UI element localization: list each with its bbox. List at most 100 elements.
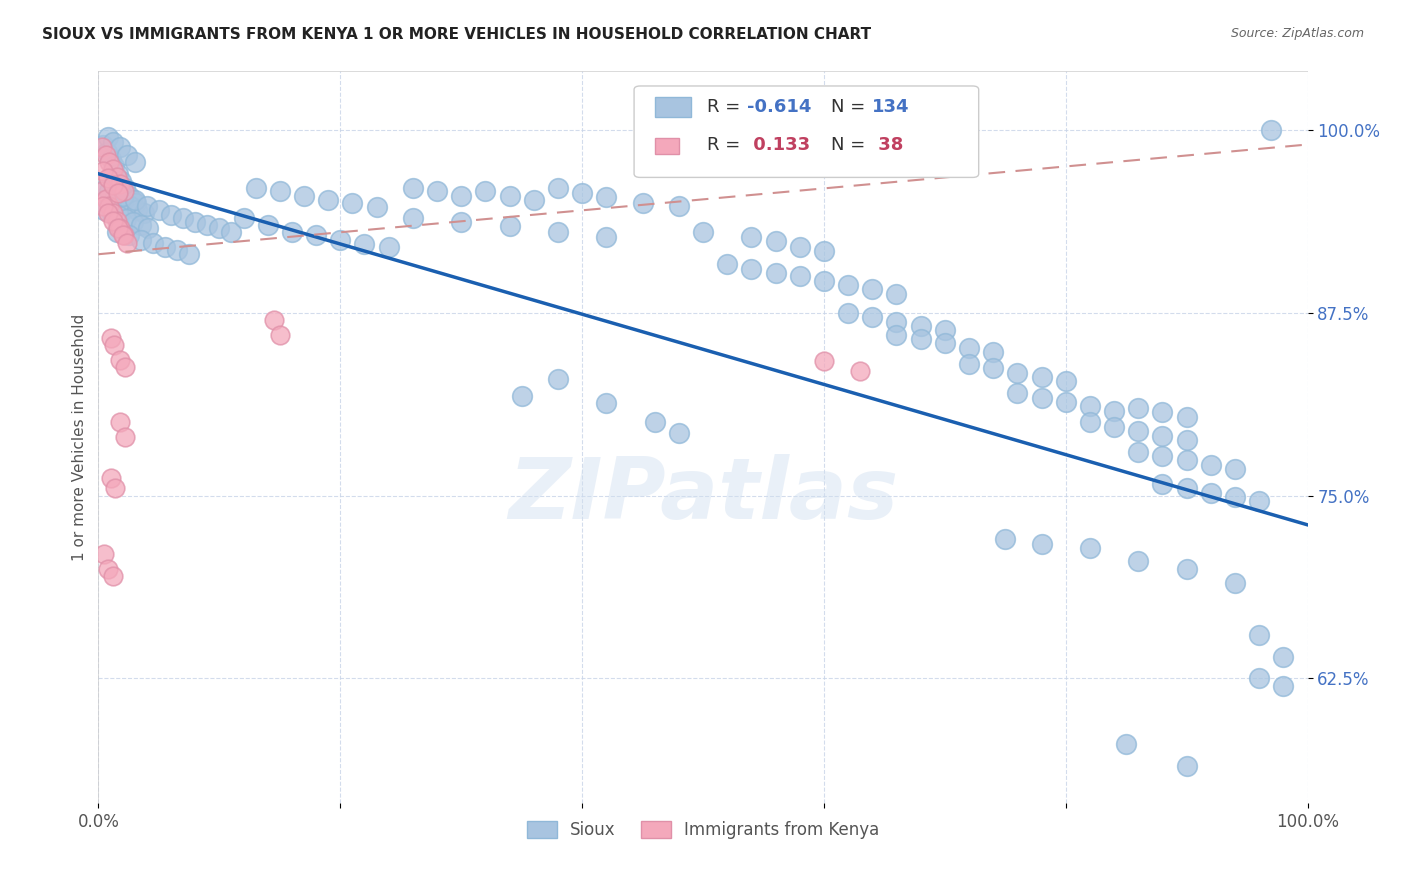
Point [1199, 485, 1222, 500]
Point [124, 193, 146, 207]
Point [105, 213, 128, 227]
Point [114, 181, 136, 195]
Point [98, 184, 121, 198]
Point [110, 174, 132, 188]
Point [107, 186, 129, 200]
Text: R =: R = [707, 98, 745, 116]
Point [100, 330, 122, 344]
Point [1078, 416, 1101, 430]
Point [474, 184, 496, 198]
Point [740, 261, 762, 276]
Point [107, 167, 129, 181]
Point [547, 225, 569, 239]
Point [125, 196, 148, 211]
Point [127, 203, 149, 218]
Point [1272, 679, 1295, 693]
Point [1031, 537, 1053, 551]
Point [105, 169, 128, 184]
Point [108, 352, 131, 367]
Point [136, 220, 159, 235]
Point [957, 341, 980, 355]
Point [1152, 476, 1174, 491]
Point [108, 416, 131, 430]
Point [148, 203, 170, 218]
Point [1128, 444, 1150, 458]
Point [316, 193, 339, 207]
Point [631, 196, 654, 211]
Text: N =: N = [831, 98, 872, 116]
Point [100, 471, 122, 485]
Point [450, 215, 472, 229]
Point [172, 211, 194, 225]
Point [595, 396, 617, 410]
Point [765, 266, 787, 280]
Point [1007, 366, 1029, 380]
Point [98, 155, 121, 169]
Point [114, 359, 136, 374]
Point [91, 164, 114, 178]
Point [153, 240, 176, 254]
Point [108, 140, 131, 154]
Point [934, 323, 956, 337]
Point [305, 228, 328, 243]
Point [1115, 737, 1137, 751]
Point [100, 152, 122, 166]
Point [97, 130, 120, 145]
Point [101, 206, 124, 220]
Point [98, 199, 121, 213]
Point [111, 193, 134, 207]
Point [101, 178, 124, 193]
Point [1175, 481, 1198, 495]
Point [813, 244, 835, 259]
Point [1007, 386, 1029, 401]
Point [129, 233, 152, 247]
Point [1249, 627, 1271, 641]
Point [96, 145, 118, 159]
Point [121, 193, 143, 207]
Point [111, 228, 134, 243]
Point [886, 286, 908, 301]
Point [1128, 424, 1150, 438]
Point [281, 225, 304, 239]
Point [668, 199, 690, 213]
Text: 38: 38 [872, 136, 904, 153]
Point [1175, 453, 1198, 467]
Point [269, 184, 291, 198]
Point [910, 332, 932, 346]
Point [93, 547, 115, 561]
Point [402, 181, 425, 195]
Point [692, 225, 714, 239]
Point [166, 243, 188, 257]
Point [91, 199, 114, 213]
Point [117, 235, 139, 250]
Point [101, 569, 124, 583]
Text: Source: ZipAtlas.com: Source: ZipAtlas.com [1230, 27, 1364, 40]
Point [740, 229, 762, 244]
Point [103, 160, 125, 174]
Point [208, 220, 231, 235]
Point [498, 188, 520, 202]
Point [1054, 375, 1077, 389]
Point [1223, 576, 1246, 591]
Point [269, 327, 291, 342]
Point [402, 211, 425, 225]
Point [101, 162, 124, 177]
Point [849, 364, 872, 378]
Point [292, 188, 315, 202]
Point [644, 416, 666, 430]
Point [886, 314, 908, 328]
Point [789, 269, 811, 284]
Point [184, 215, 207, 229]
Point [934, 336, 956, 351]
Point [134, 206, 156, 220]
Point [118, 228, 141, 243]
Point [377, 240, 399, 254]
Point [122, 215, 145, 229]
Point [118, 199, 141, 213]
Point [97, 206, 120, 220]
Point [107, 220, 129, 235]
Point [1249, 672, 1271, 686]
Text: N =: N = [831, 136, 872, 153]
Point [112, 184, 135, 198]
Point [1128, 554, 1150, 568]
